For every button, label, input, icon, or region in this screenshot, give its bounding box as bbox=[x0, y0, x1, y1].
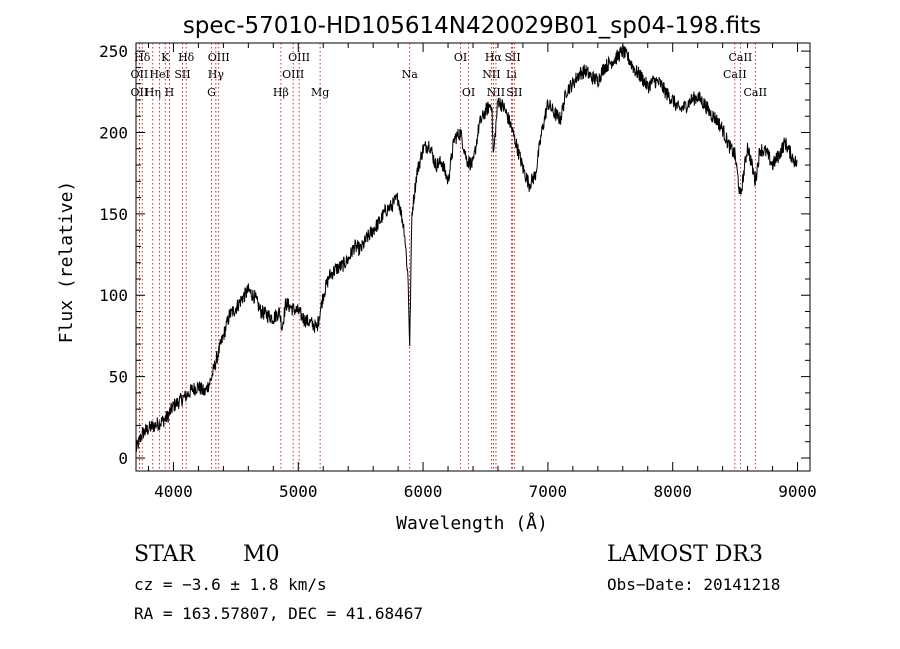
spectral-line-label: OII bbox=[131, 68, 149, 81]
coordinates: RA = 163.57807, DEC = 41.68467 bbox=[134, 604, 423, 623]
spectral-line-label: SII bbox=[504, 51, 520, 64]
spectral-line-label: OIII bbox=[208, 51, 230, 64]
spectral-line-label: Na bbox=[402, 68, 419, 81]
spectral-line-label: Hδ bbox=[134, 51, 151, 64]
x-tick-label: 9000 bbox=[778, 482, 817, 501]
spectral-line-label: CaII bbox=[743, 86, 767, 99]
spectral-line-label: SII bbox=[506, 86, 522, 99]
observation-date: Obs−Date: 20141218 bbox=[607, 575, 780, 594]
spectral-line-label: K bbox=[161, 51, 170, 64]
spectral-line-label: Hη bbox=[145, 86, 161, 99]
spectral-line-label: Hγ bbox=[208, 68, 225, 81]
spectral-line-label: Mg bbox=[311, 86, 329, 99]
spectral-line-label: G bbox=[207, 86, 216, 99]
spectral-line-label: OII bbox=[131, 86, 149, 99]
x-tick-label: 8000 bbox=[653, 482, 692, 501]
survey-name: LAMOST DR3 bbox=[607, 542, 763, 567]
x-tick-label: 6000 bbox=[404, 482, 443, 501]
spectral-line-label: HeI bbox=[149, 68, 169, 81]
chart-title: spec-57010-HD105614N420029B01_sp04-198.f… bbox=[183, 13, 761, 39]
x-tick-label: 7000 bbox=[529, 482, 568, 501]
y-tick-label: 0 bbox=[118, 449, 128, 468]
y-tick-label: 100 bbox=[99, 286, 128, 305]
spectral-line-label: CaII bbox=[729, 51, 753, 64]
y-tick-label: 150 bbox=[99, 205, 128, 224]
spectral-line-label: Li bbox=[506, 68, 517, 81]
x-tick-label: 4000 bbox=[154, 482, 193, 501]
spectral-line-markers: Hδ OII OII K HeI Hη H Hδ SII OIII Hγ G OIII OIII Hβ Mg N… bbox=[131, 43, 767, 471]
spectral-line-label: OIII bbox=[282, 68, 304, 81]
spectrum-line bbox=[135, 44, 798, 452]
y-tick-label: 200 bbox=[99, 124, 128, 143]
spectral-line-label: OI bbox=[462, 86, 475, 99]
spectral-line-label: Hβ bbox=[273, 86, 289, 99]
object-class: STAR bbox=[134, 542, 196, 567]
spectrum-series bbox=[135, 44, 798, 452]
object-subclass: M0 bbox=[243, 542, 280, 567]
spectral-line-label: Hδ bbox=[178, 51, 195, 64]
axes: 4000 5000 6000 7000 8000 9000 0 50 100 150 200 250 bbox=[99, 42, 817, 501]
spectral-line-label: NII bbox=[487, 86, 505, 99]
spectral-line-label: H bbox=[165, 86, 175, 99]
y-tick-label: 50 bbox=[109, 368, 128, 387]
spectral-line-label: OI bbox=[454, 51, 467, 64]
y-axis-label: Flux (relative) bbox=[56, 181, 77, 344]
spectral-line-label: NII bbox=[482, 68, 500, 81]
x-tick-label: 5000 bbox=[279, 482, 318, 501]
spectral-line-label: Hα bbox=[485, 51, 503, 64]
x-axis-label: Wavelength (Å) bbox=[396, 512, 548, 534]
y-tick-label: 250 bbox=[99, 42, 128, 61]
spectral-line-label: SII bbox=[174, 68, 190, 81]
spectral-line-label: OIII bbox=[288, 51, 310, 64]
spectral-line-label: CaII bbox=[723, 68, 747, 81]
redshift-velocity: cz = −3.6 ± 1.8 km/s bbox=[134, 575, 327, 594]
